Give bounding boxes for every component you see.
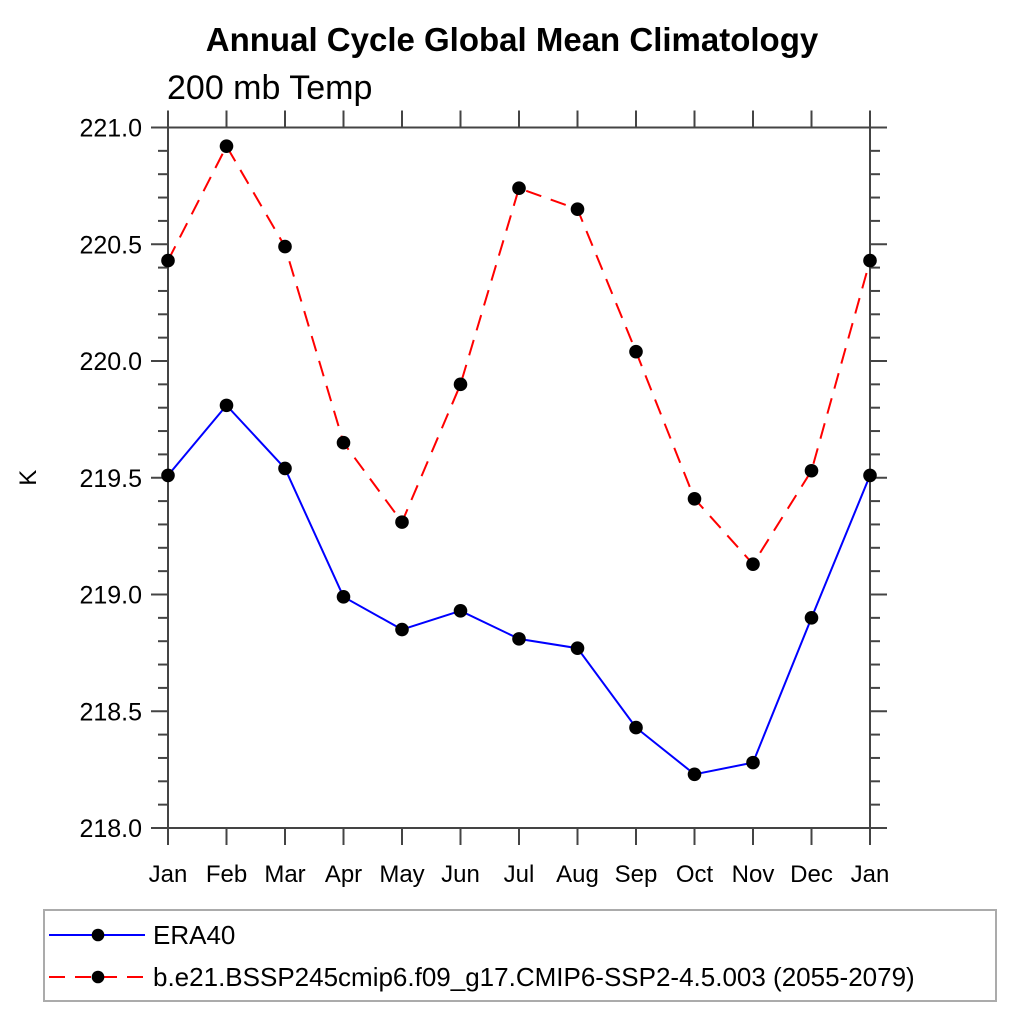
svg-text:Nov: Nov xyxy=(732,861,775,888)
legend-label-model: b.e21.BSSP245cmip6.f09_g17.CMIP6-SSP2-4.… xyxy=(153,961,915,992)
legend-item-model: b.e21.BSSP245cmip6.f09_g17.CMIP6-SSP2-4.… xyxy=(45,956,995,998)
series-line-1 xyxy=(167,144,871,566)
series-line-0 xyxy=(167,403,871,776)
svg-text:Oct: Oct xyxy=(676,861,714,888)
legend-line-sample-blue xyxy=(49,928,145,941)
svg-text:Jun: Jun xyxy=(441,861,480,888)
legend-sample-marker xyxy=(91,928,105,941)
legend-line-sample-red xyxy=(49,970,145,983)
svg-text:Jul: Jul xyxy=(504,861,535,888)
svg-text:Dec: Dec xyxy=(790,861,833,888)
y-axis-label: K xyxy=(15,470,42,486)
axes xyxy=(151,110,887,845)
svg-text:Mar: Mar xyxy=(264,861,305,888)
svg-text:219.5: 219.5 xyxy=(79,465,142,493)
svg-text:220.0: 220.0 xyxy=(79,348,142,376)
legend-item-era40: ERA40 xyxy=(45,914,995,956)
svg-text:218.5: 218.5 xyxy=(79,698,142,726)
svg-text:Jan: Jan xyxy=(851,861,890,888)
svg-text:Jan: Jan xyxy=(149,861,188,888)
svg-text:218.0: 218.0 xyxy=(79,815,142,843)
svg-text:Apr: Apr xyxy=(325,861,362,888)
series-markers-1 xyxy=(161,139,877,571)
svg-text:219.0: 219.0 xyxy=(79,582,142,610)
chart-title: Annual Cycle Global Mean Climatology xyxy=(205,21,819,58)
svg-text:220.5: 220.5 xyxy=(79,231,142,259)
svg-text:May: May xyxy=(379,861,424,888)
axis-tick-labels: Jan Feb Mar Apr May Jun Jul Aug Sep Oct Nov Dec Jan 2… xyxy=(15,115,889,889)
legend: ERA40 b.e21.BSSP245cmip6.f09_g17.CMIP6-S… xyxy=(43,909,997,1002)
svg-text:221.0: 221.0 xyxy=(79,115,142,143)
legend-label-era40: ERA40 xyxy=(153,919,236,950)
legend-sample-marker xyxy=(91,970,105,983)
chart-subtitle: 200 mb Temp xyxy=(167,69,373,107)
svg-text:Feb: Feb xyxy=(206,861,247,888)
svg-text:Aug: Aug xyxy=(556,861,599,888)
svg-text:Sep: Sep xyxy=(615,861,658,888)
series-markers-0 xyxy=(161,398,877,782)
